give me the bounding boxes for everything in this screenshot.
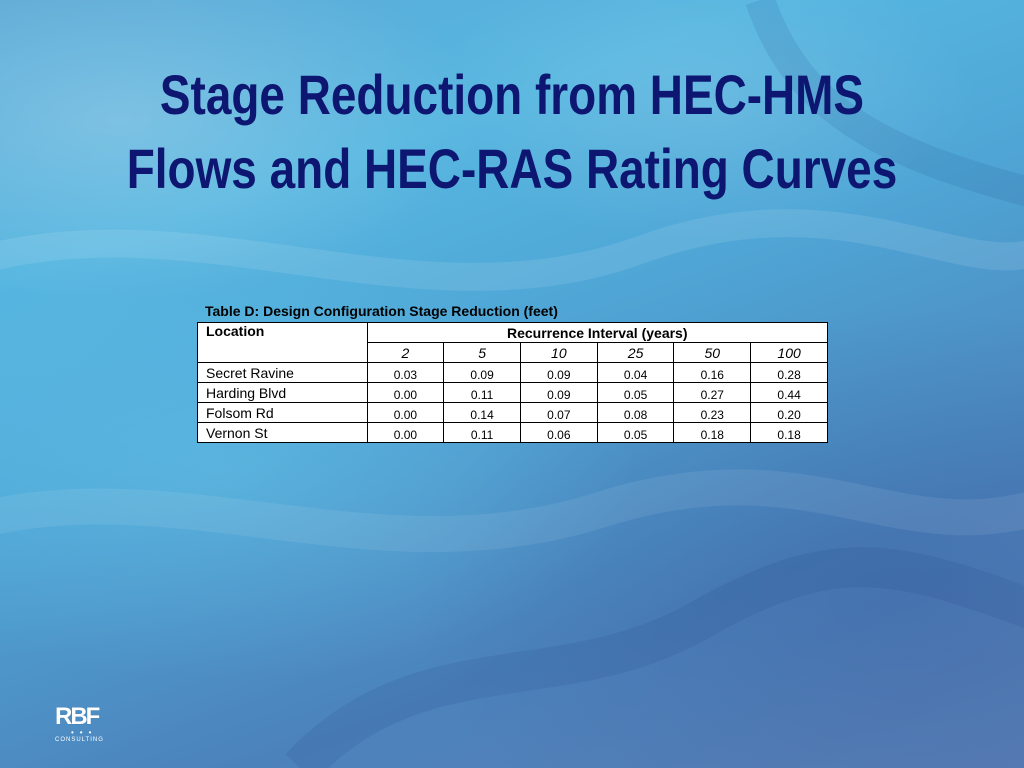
value-cell: 0.20 xyxy=(750,402,828,423)
value-cell: 0.05 xyxy=(596,422,675,443)
location-cell: Secret Ravine xyxy=(197,362,368,383)
year-header-5: 5 xyxy=(443,342,521,363)
value-cell: 0.09 xyxy=(443,362,521,383)
table-row: Vernon St 0.00 0.11 0.06 0.05 0.18 0.18 xyxy=(197,422,828,443)
value-cell: 0.00 xyxy=(366,382,445,403)
value-cell: 0.09 xyxy=(519,382,598,403)
location-header: Location xyxy=(197,322,368,363)
table-caption: Table D: Design Configuration Stage Redu… xyxy=(205,303,558,319)
value-cell: 0.44 xyxy=(750,382,828,403)
table-row: Harding Blvd 0.00 0.11 0.09 0.05 0.27 0.… xyxy=(197,382,828,403)
value-cell: 0.23 xyxy=(673,402,752,423)
year-header-100: 100 xyxy=(750,342,828,363)
location-cell: Vernon St xyxy=(197,422,368,443)
rbf-consulting-logo: RBF ••• CONSULTING xyxy=(55,704,117,744)
table-row: Secret Ravine 0.03 0.09 0.09 0.04 0.16 0… xyxy=(197,362,828,383)
recurrence-interval-header: Recurrence Interval (years) xyxy=(366,322,828,343)
value-cell: 0.04 xyxy=(596,362,675,383)
value-cell: 0.11 xyxy=(443,422,521,443)
value-cell: 0.18 xyxy=(673,422,752,443)
logo-letters: RBF xyxy=(55,703,100,730)
year-header-50: 50 xyxy=(673,342,752,363)
logo-subtitle: CONSULTING xyxy=(55,737,104,743)
year-header-10: 10 xyxy=(519,342,598,363)
value-cell: 0.03 xyxy=(366,362,445,383)
value-cell: 0.00 xyxy=(366,402,445,423)
value-cell: 0.18 xyxy=(750,422,828,443)
value-cell: 0.05 xyxy=(596,382,675,403)
value-cell: 0.09 xyxy=(519,362,598,383)
value-cell: 0.07 xyxy=(519,402,598,423)
value-cell: 0.27 xyxy=(673,382,752,403)
location-cell: Folsom Rd xyxy=(197,402,368,423)
value-cell: 0.11 xyxy=(443,382,521,403)
value-cell: 0.00 xyxy=(366,422,445,443)
value-cell: 0.14 xyxy=(443,402,521,423)
stage-reduction-table: Location Recurrence Interval (years) 2 5… xyxy=(197,322,828,443)
logo-dots: ••• xyxy=(71,728,98,737)
slide-title: Stage Reduction from HEC-HMS Flows and H… xyxy=(92,58,932,206)
year-header-2: 2 xyxy=(366,342,445,363)
location-cell: Harding Blvd xyxy=(197,382,368,403)
value-cell: 0.06 xyxy=(519,422,598,443)
slide-title-line-2: Flows and HEC-RAS Rating Curves xyxy=(126,137,898,200)
value-cell: 0.28 xyxy=(750,362,828,383)
slide-title-line-1: Stage Reduction from HEC-HMS xyxy=(159,63,865,126)
table-header-row: Location Recurrence Interval (years) xyxy=(197,322,828,363)
value-cell: 0.08 xyxy=(596,402,675,423)
table-row: Folsom Rd 0.00 0.14 0.07 0.08 0.23 0.20 xyxy=(197,402,828,423)
value-cell: 0.16 xyxy=(673,362,752,383)
year-header-25: 25 xyxy=(596,342,675,363)
